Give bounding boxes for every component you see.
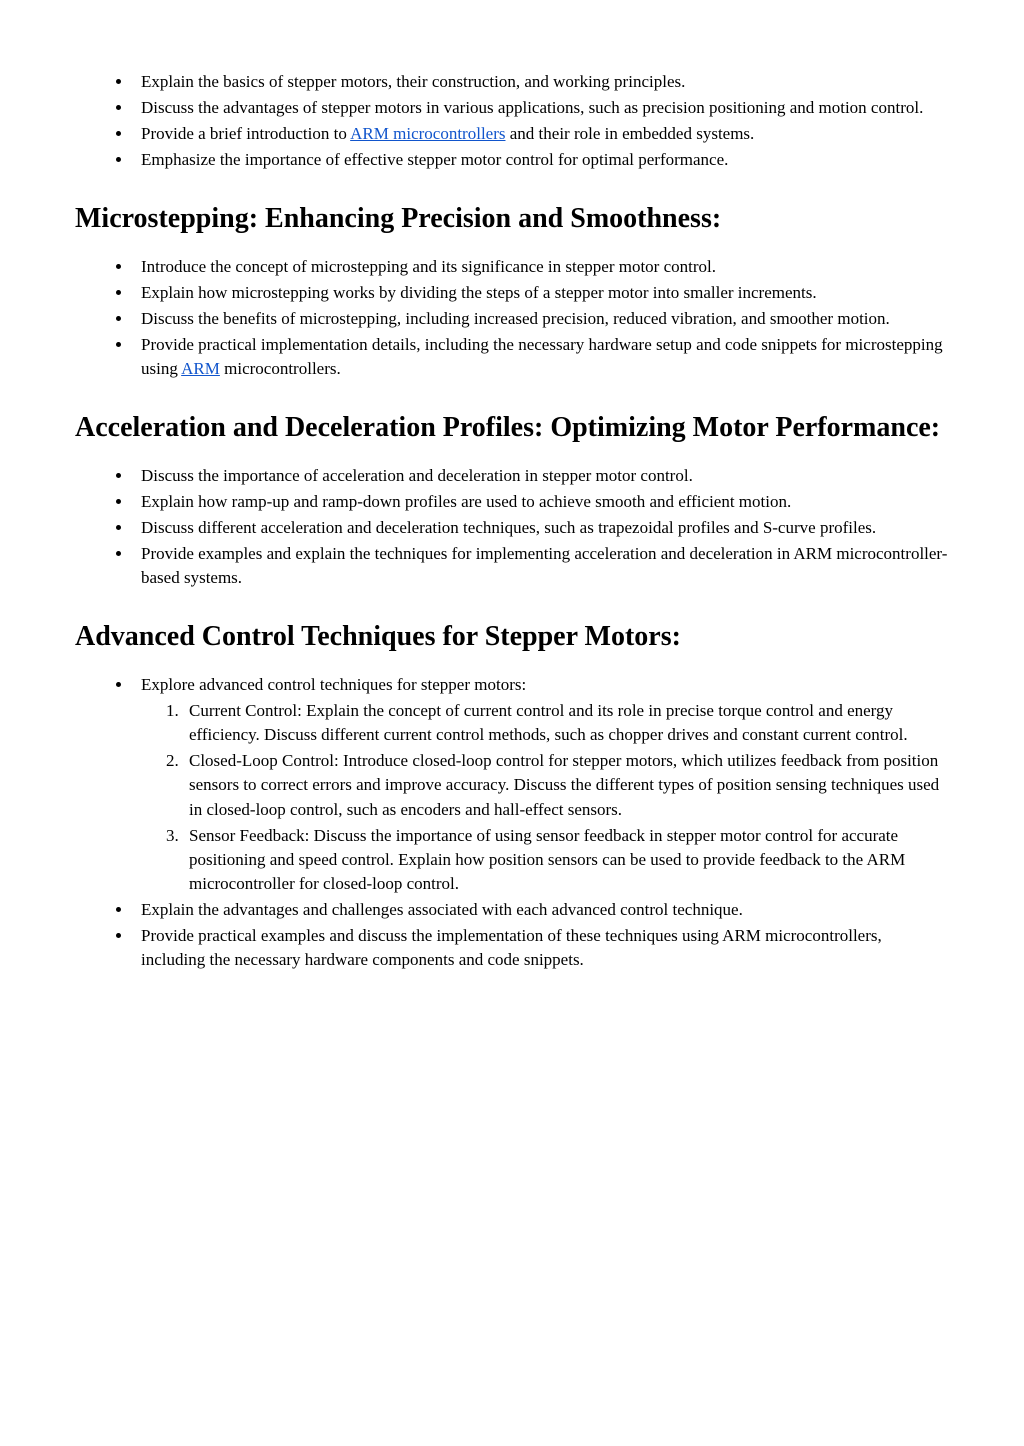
list-subitem: Current Control: Explain the concept of … <box>183 699 949 747</box>
list-item: Discuss the benefits of microstepping, i… <box>133 307 949 331</box>
document-page: Explain the basics of stepper motors, th… <box>0 0 1024 1446</box>
section-heading-microstepping: Microstepping: Enhancing Precision and S… <box>75 201 949 237</box>
list-subitem: Sensor Feedback: Discuss the importance … <box>183 824 949 896</box>
list-item-text: Provide practical examples and discuss t… <box>141 926 882 969</box>
list-item: Provide practical examples and discuss t… <box>133 924 949 972</box>
acceleration-list: Discuss the importance of acceleration a… <box>75 464 949 591</box>
section-heading-acceleration: Acceleration and Deceleration Profiles: … <box>75 410 949 446</box>
list-item-text: Discuss the importance of acceleration a… <box>141 466 693 485</box>
list-item: Explain the advantages and challenges as… <box>133 898 949 922</box>
list-item: Discuss the advantages of stepper motors… <box>133 96 949 120</box>
list-item: Provide a brief introduction to ARM micr… <box>133 122 949 146</box>
list-subitem-text: Sensor Feedback: Discuss the importance … <box>189 826 905 893</box>
list-subitem: Closed-Loop Control: Introduce closed-lo… <box>183 749 949 821</box>
advanced-sublist: Current Control: Explain the concept of … <box>141 699 949 896</box>
list-item-text: Discuss the advantages of stepper motors… <box>141 98 923 117</box>
arm-microcontrollers-link[interactable]: ARM microcontrollers <box>350 124 505 143</box>
advanced-list: Explore advanced control techniques for … <box>75 673 949 973</box>
arm-link[interactable]: ARM <box>181 359 220 378</box>
list-item-text: Discuss different acceleration and decel… <box>141 518 876 537</box>
list-item: Emphasize the importance of effective st… <box>133 148 949 172</box>
list-item: Explain how ramp-up and ramp-down profil… <box>133 490 949 514</box>
intro-list: Explain the basics of stepper motors, th… <box>75 70 949 173</box>
list-item: Provide practical implementation details… <box>133 333 949 381</box>
list-subitem-text: Current Control: Explain the concept of … <box>189 701 908 744</box>
list-item-text: Explain the basics of stepper motors, th… <box>141 72 685 91</box>
list-item-text: Discuss the benefits of microstepping, i… <box>141 309 890 328</box>
list-item-suffix: and their role in embedded systems. <box>506 124 755 143</box>
list-subitem-text: Closed-Loop Control: Introduce closed-lo… <box>189 751 939 818</box>
list-item: Explain how microstepping works by divid… <box>133 281 949 305</box>
list-item: Discuss the importance of acceleration a… <box>133 464 949 488</box>
list-item-text: Explore advanced control techniques for … <box>141 675 526 694</box>
list-item-text: Introduce the concept of microstepping a… <box>141 257 716 276</box>
list-item-text: Explain how ramp-up and ramp-down profil… <box>141 492 791 511</box>
list-item: Introduce the concept of microstepping a… <box>133 255 949 279</box>
list-item: Explore advanced control techniques for … <box>133 673 949 896</box>
list-item-prefix: Provide a brief introduction to <box>141 124 350 143</box>
list-item: Explain the basics of stepper motors, th… <box>133 70 949 94</box>
list-item-text: Emphasize the importance of effective st… <box>141 150 728 169</box>
list-item-text: Provide examples and explain the techniq… <box>141 544 947 587</box>
list-item: Provide examples and explain the techniq… <box>133 542 949 590</box>
section-heading-advanced: Advanced Control Techniques for Stepper … <box>75 619 949 655</box>
list-item-text: Explain the advantages and challenges as… <box>141 900 743 919</box>
list-item: Discuss different acceleration and decel… <box>133 516 949 540</box>
microstepping-list: Introduce the concept of microstepping a… <box>75 255 949 382</box>
list-item-text: Explain how microstepping works by divid… <box>141 283 817 302</box>
list-item-suffix: microcontrollers. <box>220 359 341 378</box>
